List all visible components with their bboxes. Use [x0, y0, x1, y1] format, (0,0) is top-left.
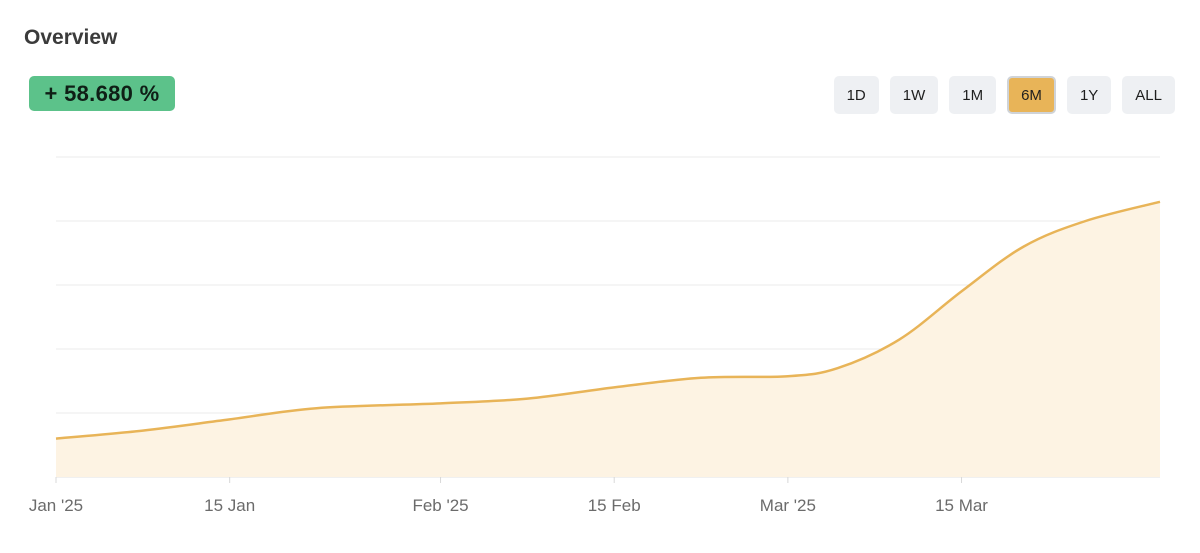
- series-line: [55, 200, 1161, 440]
- change-badge: + 58.680 %: [29, 76, 175, 111]
- x-tick-label: Jan '25: [29, 496, 83, 515]
- page-title: Overview: [24, 26, 118, 49]
- x-tick-label: 15 Mar: [935, 496, 988, 515]
- range-selector: 1D 1W 1M 6M 1Y ALL: [833, 76, 1175, 114]
- area-fill: [56, 201, 1160, 478]
- range-button-1y[interactable]: 1Y: [1066, 76, 1112, 114]
- x-tick-label: 15 Feb: [588, 496, 641, 515]
- x-tick-label: Mar '25: [760, 496, 816, 515]
- x-tick-label: Feb '25: [412, 496, 468, 515]
- range-button-1d[interactable]: 1D: [833, 76, 879, 114]
- x-axis: Jan '25 15 Jan Feb '25 15 Feb Mar '25 15 Mar: [29, 477, 988, 515]
- range-button-6m[interactable]: 6M: [1007, 76, 1056, 114]
- range-button-1m[interactable]: 1M: [949, 76, 997, 114]
- range-button-all[interactable]: ALL: [1122, 76, 1175, 114]
- x-tick-label: 15 Jan: [204, 496, 255, 515]
- range-button-1w[interactable]: 1W: [889, 76, 939, 114]
